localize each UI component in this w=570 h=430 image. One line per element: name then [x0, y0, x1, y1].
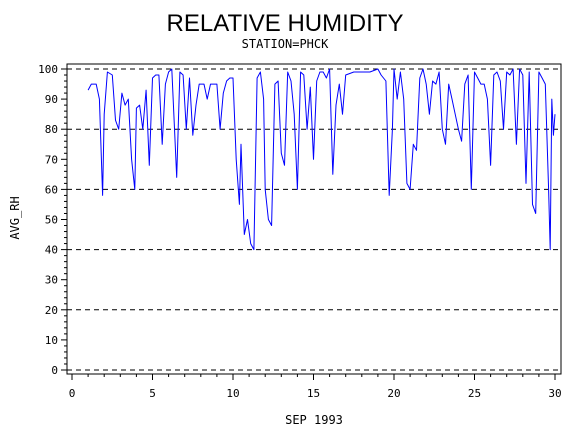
x-tick-label-0: 0 [69, 387, 76, 400]
series [87, 68, 556, 251]
chart-subtitle: STATION=PHCK [242, 37, 329, 51]
y-tick-label-40: 40 [45, 244, 58, 257]
y-tick-label-10: 10 [45, 334, 58, 347]
x-tick-label-15: 15 [307, 387, 320, 400]
x-tick-label-25: 25 [468, 387, 481, 400]
chart-title: RELATIVE HUMIDITY [167, 10, 404, 37]
y-tick-label-60: 60 [45, 183, 58, 196]
y-axis-label: AVG_RH [8, 196, 22, 239]
y-tick-label-20: 20 [45, 304, 58, 317]
y-tick-label-30: 30 [45, 274, 58, 287]
x-tick-label-10: 10 [226, 387, 239, 400]
y-axis: 0 10 20 30 40 50 60 70 80 90 100 [38, 63, 67, 377]
y-tick-label-50: 50 [45, 214, 58, 227]
grid [67, 68, 561, 371]
y-tick-label-0: 0 [51, 364, 58, 377]
x-tick-label-30: 30 [548, 387, 561, 400]
avg-rh-line-0 [87, 68, 556, 251]
y-tick-label-70: 70 [45, 153, 58, 166]
x-tick-label-20: 20 [387, 387, 400, 400]
plot-frame [66, 63, 562, 375]
y-tick-label-80: 80 [45, 123, 58, 136]
y-tick-label-90: 90 [45, 93, 58, 106]
y-tick-label-100: 100 [38, 63, 58, 76]
x-tick-label-5: 5 [149, 387, 156, 400]
x-axis-label: SEP 1993 [285, 413, 343, 427]
x-axis: 0 5 10 15 20 25 30 [69, 374, 562, 400]
